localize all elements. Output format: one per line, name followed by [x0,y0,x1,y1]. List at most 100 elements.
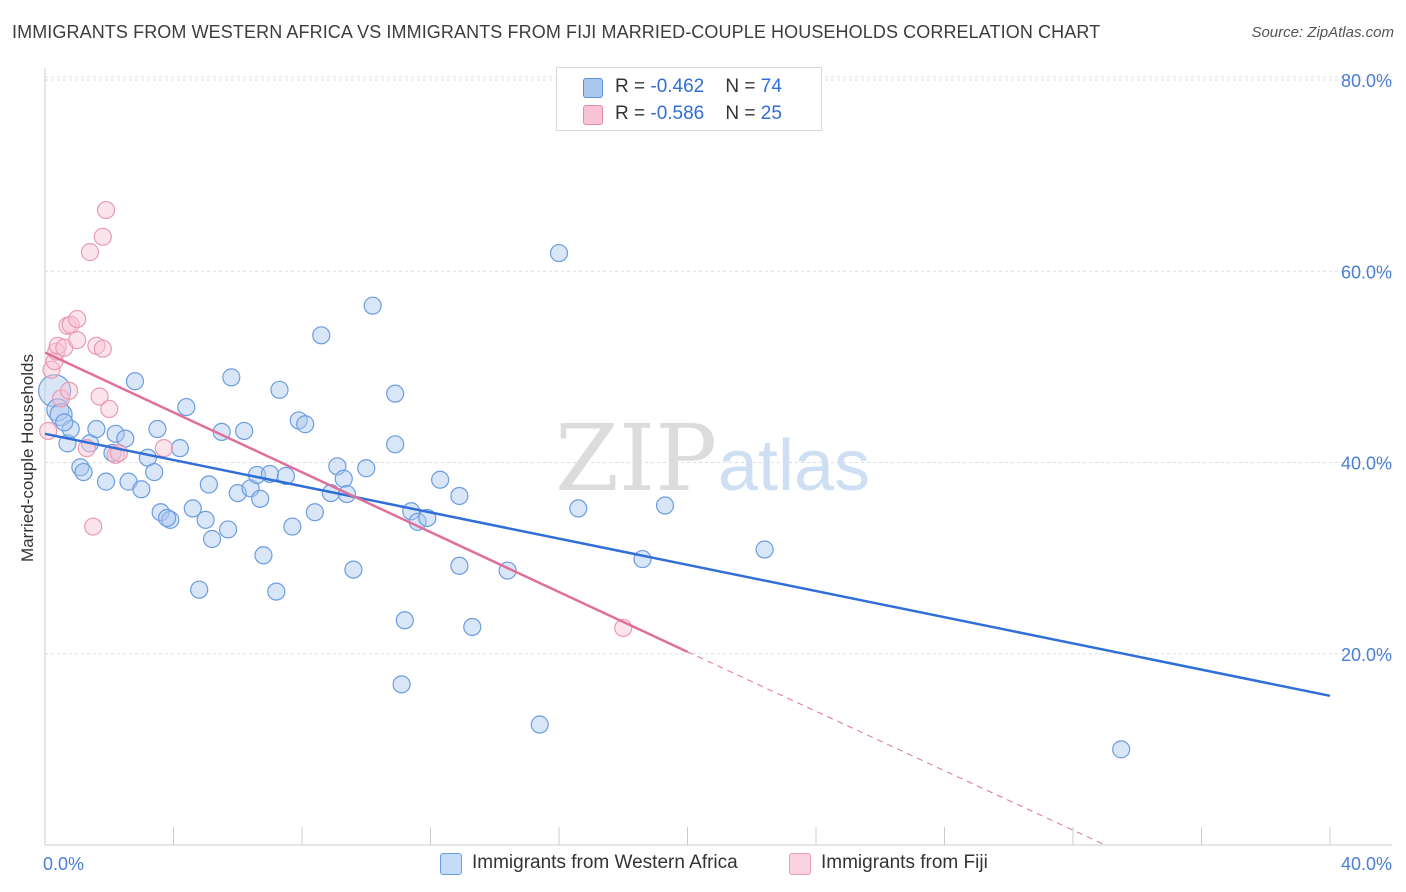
point-western-africa [183,499,202,518]
grid-layer [45,76,1392,655]
series-swatch-fiji [789,853,811,875]
point-fiji [93,339,112,358]
point-western-africa [334,469,353,488]
legend-r-value: -0.586 [650,103,705,124]
legend-swatch-fiji [583,105,603,125]
point-western-africa [125,372,145,391]
point-western-africa [305,503,324,522]
trend-layer [44,351,1331,846]
point-western-africa [395,611,414,630]
legend-r-label: R = [615,103,651,124]
y-tick-label: 40.0% [1341,454,1392,474]
point-fiji [68,331,87,350]
point-western-africa [190,580,209,599]
axis-layer: 80.0% 60.0% 40.0% 20.0% 0.0% 40.0% [43,68,1392,874]
point-western-africa [38,374,72,408]
point-western-africa [251,489,270,508]
legend-r-value: -0.462 [650,76,705,97]
point-western-africa [344,560,363,579]
chart-title: IMMIGRANTS FROM WESTERN AFRICA VS IMMIGR… [12,22,1101,42]
point-western-africa [177,397,196,417]
legend-n-label: N = [725,103,761,124]
point-western-africa [655,496,675,515]
point-western-africa [530,715,549,734]
point-western-africa [549,243,569,263]
x-tick-label: 0.0% [43,854,84,874]
point-western-africa [431,470,450,489]
point-western-africa [386,384,405,403]
point-western-africa [755,540,774,559]
series-swatch-western-africa [440,853,462,875]
trend-line-western-africa [44,432,1331,698]
point-fiji [68,309,87,329]
point-western-africa [161,510,180,529]
point-western-africa [267,582,286,601]
point-western-africa [392,675,411,694]
point-western-africa [170,439,190,458]
point-western-africa [450,486,469,506]
point-western-africa [55,413,74,432]
point-western-africa [106,424,125,443]
y-axis-label: Married-couple Households [18,354,37,562]
point-western-africa [1112,740,1131,759]
series-legend: Immigrants from Western Africa Immigrant… [0,850,1406,880]
series-label-western-africa: Immigrants from Western Africa [472,852,738,873]
point-western-africa [276,466,296,485]
legend-n-value: 25 [760,103,782,124]
trend-extension-fiji [687,651,1106,846]
point-fiji [93,227,112,246]
point-western-africa [199,475,218,494]
watermark-zip: ZIP [555,405,717,512]
point-western-africa [270,380,289,399]
point-western-africa [196,510,215,529]
point-western-africa [87,419,106,439]
legend-swatch-western-africa [583,78,603,98]
watermark: ZIP atlas [555,405,870,512]
point-fiji [84,517,103,536]
point-western-africa [145,462,164,482]
y-tick-label: 20.0% [1341,645,1392,665]
point-western-africa [74,462,93,482]
legend-r-label: R = [615,76,651,97]
point-western-africa [61,419,80,439]
point-western-africa [96,472,116,491]
point-western-africa [235,421,254,441]
point-western-africa [296,415,315,434]
point-fiji [80,243,100,262]
point-western-africa [357,459,376,478]
point-western-africa [148,419,167,439]
point-western-africa [450,556,469,575]
points-layer [38,200,1131,759]
watermark-atlas: atlas [718,426,870,506]
point-western-africa [222,368,241,387]
point-western-africa [202,529,222,549]
point-western-africa [312,326,331,345]
series-label-fiji: Immigrants from Fiji [821,852,988,873]
trend-line-fiji [44,351,689,653]
point-western-africa [219,520,238,539]
y-tick-label: 60.0% [1341,262,1392,282]
stats-legend: R = -0.462 N = 74 R = -0.586 N = 25 [556,67,822,131]
point-western-africa [386,435,405,454]
point-fiji [59,381,79,400]
x-tick-label: 40.0% [1341,854,1392,874]
point-fiji [90,387,109,406]
point-western-africa [132,480,151,499]
point-fiji [106,445,125,464]
point-western-africa [569,499,588,518]
point-western-africa [363,296,382,315]
point-fiji [96,200,116,220]
y-tick-label: 80.0% [1341,71,1392,91]
point-fiji [154,439,173,458]
legend-n-label: N = [725,76,761,97]
point-western-africa [283,517,302,536]
point-fiji [100,399,119,419]
point-western-africa [633,549,652,569]
chart-source: Source: ZipAtlas.com [1251,24,1394,41]
legend-n-value: 74 [760,76,782,97]
point-western-africa [254,546,273,565]
point-western-africa [157,508,177,528]
point-western-africa [463,617,482,637]
point-fiji [48,336,67,355]
